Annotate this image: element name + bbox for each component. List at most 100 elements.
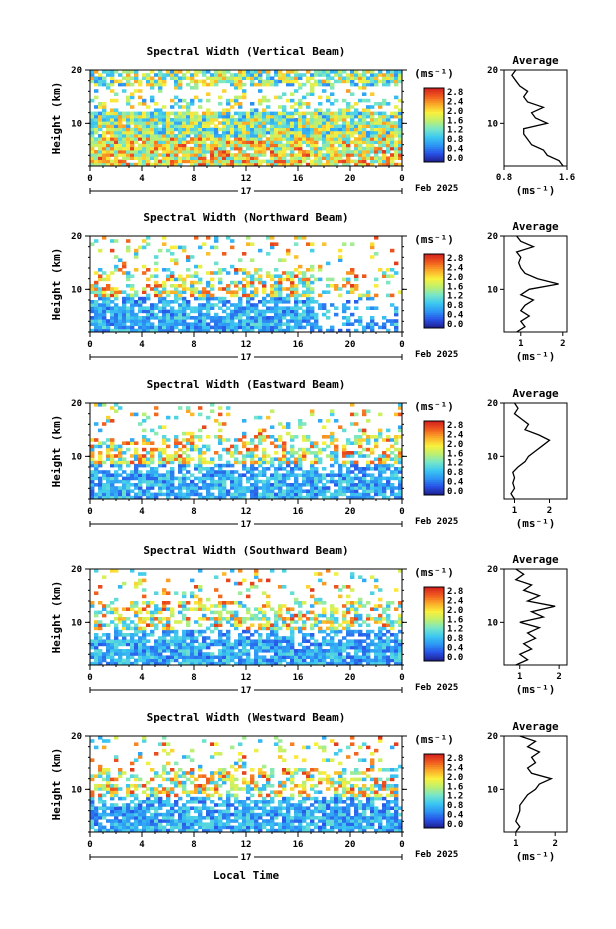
- heatmap-cell: [186, 258, 191, 262]
- heatmap-cell: [162, 127, 167, 132]
- heatmap-cell: [326, 127, 331, 132]
- heatmap-cell: [202, 486, 207, 490]
- heatmap-cell: [186, 642, 191, 647]
- heatmap-cell: [186, 255, 191, 259]
- heatmap-cell: [190, 284, 195, 288]
- heatmap-cell: [194, 271, 199, 275]
- heatmap-cell: [294, 134, 299, 138]
- heatmap-cell: [390, 639, 395, 643]
- heatmap-cell: [90, 470, 95, 474]
- heatmap-cell: [306, 124, 311, 128]
- heatmap-cell: [366, 124, 371, 128]
- heatmap-cell: [102, 642, 107, 647]
- heatmap-cell: [382, 658, 387, 663]
- heatmap-cell: [298, 153, 303, 157]
- heatmap-cell: [118, 658, 123, 663]
- heatmap-cell: [170, 156, 175, 160]
- heatmap-cell: [318, 476, 323, 481]
- colorbar-band: [424, 485, 444, 489]
- heatmap-cell: [138, 655, 143, 659]
- heatmap-cell: [186, 460, 191, 465]
- heatmap-cell: [358, 655, 363, 659]
- heatmap-cell: [298, 124, 303, 128]
- heatmap-cell: [166, 118, 171, 122]
- heatmap-cell: [346, 159, 351, 164]
- heatmap-cell: [330, 82, 335, 87]
- colorbar-band: [424, 318, 444, 322]
- heatmap-cell: [342, 159, 347, 164]
- heatmap-cell: [338, 150, 343, 154]
- heatmap-cell: [398, 460, 403, 465]
- heatmap-cell: [130, 150, 135, 154]
- heatmap-cell: [258, 127, 263, 132]
- heatmap-cell: [170, 258, 175, 262]
- heatmap-cell: [206, 470, 211, 474]
- heatmap-cell: [106, 415, 111, 420]
- heatmap-cell: [350, 153, 355, 157]
- heatmap-cell: [366, 483, 371, 487]
- heatmap-cell: [274, 645, 279, 650]
- heatmap-cell: [346, 277, 351, 282]
- heatmap-cell: [318, 620, 323, 624]
- heatmap-cell: [370, 150, 375, 154]
- heatmap-cell: [94, 322, 99, 326]
- heatmap-cell: [310, 642, 315, 647]
- heatmap-cell: [178, 121, 183, 125]
- heatmap-cell: [170, 476, 175, 481]
- heatmap-cell: [162, 476, 167, 481]
- heatmap-cell: [126, 325, 131, 330]
- heatmap-cell: [374, 73, 379, 77]
- heatmap-cell: [90, 134, 95, 138]
- heatmap-cell: [270, 623, 275, 627]
- heatmap-cell: [138, 309, 143, 314]
- colorbar-band: [424, 126, 444, 130]
- heatmap-cell: [210, 130, 215, 135]
- heatmap-cell: [206, 447, 211, 452]
- heatmap-cell: [102, 118, 107, 122]
- heatmap-cell: [290, 649, 295, 653]
- heatmap-cell: [146, 153, 151, 157]
- heatmap-cell: [322, 79, 327, 84]
- heatmap-cell: [122, 492, 127, 497]
- heatmap-cell: [262, 146, 267, 151]
- heatmap-cell: [218, 406, 223, 410]
- heatmap-cell: [110, 130, 115, 135]
- heatmap-cell: [254, 639, 259, 643]
- heatmap-cell: [338, 79, 343, 84]
- heatmap-cell: [226, 98, 231, 103]
- heatmap-cell: [290, 328, 295, 333]
- heatmap-cell: [278, 137, 283, 141]
- heatmap-cell: [346, 328, 351, 333]
- heatmap-cell: [142, 661, 147, 666]
- heatmap-cell: [314, 623, 319, 627]
- heatmap-cell: [326, 134, 331, 138]
- heatmap-cell: [138, 645, 143, 650]
- heatmap-cell: [122, 300, 127, 304]
- heatmap-cell: [206, 483, 211, 487]
- heatmap-cell: [298, 473, 303, 477]
- heatmap-cell: [94, 162, 99, 167]
- heatmap-cell: [282, 457, 287, 461]
- heatmap-cell: [294, 479, 299, 484]
- heatmap-cell: [274, 658, 279, 663]
- heatmap-cell: [170, 457, 175, 461]
- heatmap-cell: [282, 127, 287, 132]
- colorbar-band: [424, 121, 444, 124]
- heatmap-cell: [146, 309, 151, 314]
- heatmap-cell: [378, 114, 383, 119]
- heatmap-cell: [278, 652, 283, 656]
- heatmap-cell: [170, 111, 175, 116]
- heatmap-cell: [310, 130, 315, 135]
- heatmap-cell: [190, 438, 195, 442]
- heatmap-cell: [362, 124, 367, 128]
- heatmap-cell: [270, 645, 275, 650]
- heatmap-cell: [102, 492, 107, 497]
- heatmap-cell: [258, 438, 263, 442]
- heatmap-cell: [242, 419, 247, 423]
- heatmap-cell: [178, 454, 183, 458]
- colorbar-band: [424, 307, 444, 310]
- heatmap-cell: [242, 137, 247, 141]
- heatmap-cell: [202, 153, 207, 157]
- heatmap-cell: [202, 111, 207, 116]
- heatmap-cell: [334, 419, 339, 423]
